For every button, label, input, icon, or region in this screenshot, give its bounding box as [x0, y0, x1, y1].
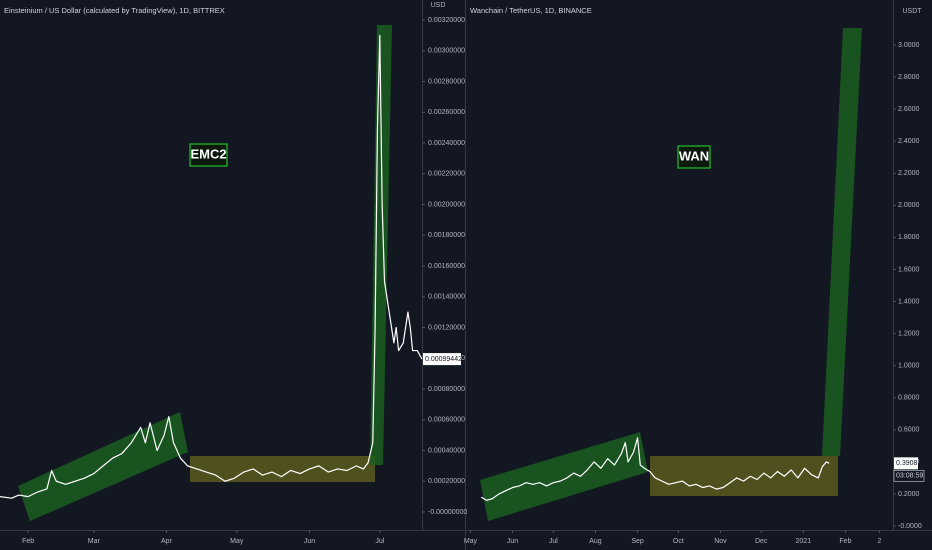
- last-price-box: [894, 457, 918, 470]
- y-tick-label: 0.2000: [898, 491, 920, 498]
- y-tick-label: 0.00320000: [428, 17, 465, 24]
- x-tick-label: Apr: [161, 538, 173, 545]
- y-tick-label: 2.6000: [898, 106, 920, 113]
- x-tick-label: Mar: [88, 538, 101, 545]
- y-tick-label: 0.00240000: [428, 140, 465, 147]
- annotation-box: [677, 145, 711, 169]
- x-tick-label: Jul: [375, 538, 384, 545]
- range-box: [650, 456, 838, 496]
- y-tick-label: 0.00120000: [428, 324, 465, 331]
- last-price-label: 0.00099442: [425, 356, 462, 363]
- y-tick-label: 0.00300000: [428, 48, 465, 55]
- x-tick-label: Sep: [631, 538, 644, 545]
- y-tick-label: 1.2000: [898, 330, 920, 337]
- y-tick-label: 0.00060000: [428, 417, 465, 424]
- y-tick-label: 1.6000: [898, 266, 920, 273]
- y-tick-label: 1.4000: [898, 298, 920, 305]
- breakout-bar: [822, 28, 862, 456]
- chart-title: Wanchain / TetherUS, 1D, BINANCE: [470, 6, 592, 15]
- y-axis-label: USD: [431, 2, 446, 9]
- y-tick-label: 2.0000: [898, 202, 920, 209]
- y-tick-label: 1.0000: [898, 363, 920, 370]
- y-tick-label: 0.00020000: [428, 478, 465, 485]
- y-tick-label: 0.00180000: [428, 232, 465, 239]
- countdown-box: [893, 470, 925, 482]
- price-line: [480, 437, 830, 501]
- y-axis-label: USDT: [902, 8, 922, 15]
- x-tick-label: Jun: [507, 538, 518, 545]
- price-line: [0, 34, 423, 499]
- chart-title: Einsteinium / US Dollar (calculated by T…: [4, 6, 225, 15]
- x-tick-label: Dec: [755, 538, 768, 545]
- x-tick-label: Feb: [22, 538, 34, 545]
- y-tick-label: 0.00080000: [428, 386, 465, 393]
- last-price-box: [423, 353, 461, 366]
- annotation-box: [189, 143, 228, 167]
- countdown: 03:08:59: [896, 473, 923, 480]
- last-price-label: 0.3908: [896, 460, 918, 467]
- x-tick-label: Feb: [839, 538, 851, 545]
- annotation: EMC2: [190, 146, 226, 161]
- annotation: WAN: [679, 148, 709, 163]
- x-tick-label: 2: [877, 538, 881, 545]
- y-tick-label: 0.00260000: [428, 109, 465, 116]
- x-tick-label: 2021: [796, 538, 812, 545]
- x-tick-label: Jul: [549, 538, 558, 545]
- y-tick-label: 0.8000: [898, 395, 920, 402]
- y-tick-label: 0.00140000: [428, 294, 465, 301]
- y-tick-label: -0.0000: [898, 523, 922, 530]
- y-tick-label: 0.00220000: [428, 171, 465, 178]
- y-tick-label: 2.8000: [898, 74, 920, 81]
- chart-layer: Einsteinium / US Dollar (calculated by T…: [0, 2, 925, 545]
- breakout-bar: [370, 25, 392, 465]
- x-tick-label: Jun: [304, 538, 315, 545]
- x-tick-label: May: [464, 538, 478, 545]
- channel-drawing: [480, 432, 648, 521]
- y-tick-label: 1.8000: [898, 234, 920, 241]
- y-tick-label: 2.2000: [898, 170, 920, 177]
- y-tick-label: 3.0000: [898, 42, 920, 49]
- y-tick-label: 0.00280000: [428, 78, 465, 85]
- y-tick-label: 0.00040000: [428, 447, 465, 454]
- x-tick-label: Nov: [714, 538, 727, 545]
- range-box: [190, 456, 375, 482]
- y-tick-label: 0.6000: [898, 427, 920, 434]
- y-tick-label: 0.00200000: [428, 201, 465, 208]
- y-tick-label: 0.00160000: [428, 263, 465, 270]
- x-tick-label: Aug: [589, 538, 602, 545]
- x-tick-label: May: [230, 538, 244, 545]
- y-tick-label: 2.4000: [898, 138, 920, 145]
- x-tick-label: Oct: [673, 538, 684, 545]
- y-tick-label: -0.00000000: [428, 509, 467, 516]
